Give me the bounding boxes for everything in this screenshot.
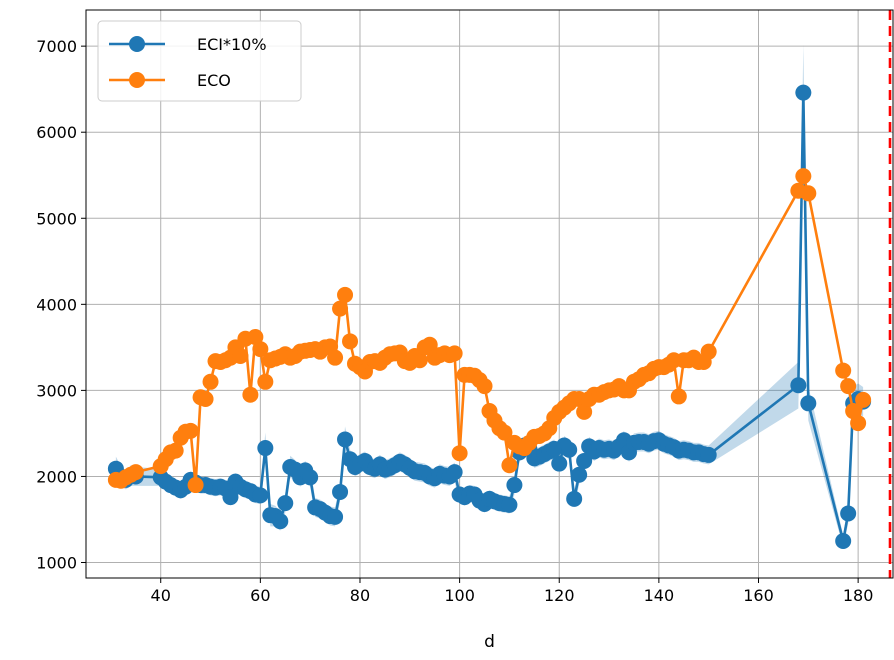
data-point (327, 508, 344, 525)
legend-label: ECO (197, 71, 231, 90)
data-point (476, 378, 493, 395)
x-tick-label: 120 (544, 586, 575, 605)
data-point (451, 445, 468, 462)
data-point (840, 505, 857, 522)
series-lines (107, 84, 872, 549)
x-axis-label: d (484, 632, 495, 652)
plot-frame (85, 9, 894, 579)
legend-swatch-marker (129, 36, 145, 52)
y-tick-label: 1000 (36, 554, 77, 573)
data-point (342, 333, 359, 350)
data-point (795, 84, 812, 101)
data-point (501, 496, 518, 513)
data-point (700, 343, 717, 360)
data-point (446, 464, 463, 481)
data-point (337, 286, 354, 303)
data-point (446, 345, 463, 362)
y-tick-label: 7000 (36, 37, 77, 56)
y-tick-label: 6000 (36, 123, 77, 142)
series-line (115, 174, 865, 487)
legend: ECI*10% ECO (97, 20, 302, 102)
data-point (700, 446, 717, 463)
data-point (252, 487, 269, 504)
data-point (182, 422, 199, 439)
data-point (576, 403, 593, 420)
data-point (855, 391, 872, 408)
data-point (840, 378, 857, 395)
data-point (411, 352, 428, 369)
data-point (421, 336, 438, 353)
x-tick-label: 100 (444, 586, 475, 605)
data-point (835, 532, 852, 549)
data-point (850, 415, 867, 432)
confidence-bands (115, 44, 864, 548)
axis-ticks: 40 60 80 100 120 140 160 180 1000 2000 3000 4000 500… (36, 37, 873, 605)
data-point (506, 477, 523, 494)
series-1 (107, 168, 872, 494)
x-tick-label: 80 (350, 586, 370, 605)
y-tick-label: 3000 (36, 381, 77, 400)
data-point (247, 329, 264, 346)
data-point (501, 457, 518, 474)
data-point (232, 347, 249, 364)
data-point (167, 442, 184, 459)
legend-item: ECI*10% (109, 35, 267, 54)
data-point (332, 300, 349, 317)
data-point (551, 455, 568, 472)
data-point (327, 349, 344, 366)
y-tick-label: 4000 (36, 295, 77, 314)
data-point (252, 341, 269, 358)
data-point (197, 390, 214, 407)
data-point (795, 168, 812, 185)
legend-item: ECO (109, 71, 231, 90)
series-0 (107, 84, 872, 549)
data-point (800, 185, 817, 202)
data-point (187, 477, 204, 494)
y-tick-label: 5000 (36, 209, 77, 228)
data-point (845, 403, 862, 420)
data-point (566, 490, 583, 507)
data-point (835, 362, 852, 379)
x-tick-label: 180 (843, 586, 874, 605)
data-point (571, 466, 588, 483)
data-point (272, 513, 289, 530)
grid (86, 10, 893, 578)
data-point (202, 373, 219, 390)
x-tick-label: 40 (151, 586, 171, 605)
x-tick-label: 140 (644, 586, 675, 605)
x-tick-label: 160 (743, 586, 774, 605)
x-tick-label: 60 (250, 586, 270, 605)
data-point (332, 483, 349, 500)
series-band-0 (115, 44, 864, 548)
data-point (800, 395, 817, 412)
data-point (337, 431, 354, 448)
data-point (277, 495, 294, 512)
legend-swatch-marker (129, 72, 145, 88)
data-point (561, 441, 578, 458)
data-point (670, 388, 687, 405)
data-point (222, 489, 239, 506)
data-point (127, 464, 144, 481)
data-point (257, 373, 274, 390)
data-point (576, 452, 593, 469)
data-point (790, 377, 807, 394)
data-point (242, 386, 259, 403)
data-point (302, 469, 319, 486)
y-tick-label: 2000 (36, 467, 77, 486)
data-point (496, 424, 513, 441)
data-point (257, 440, 274, 457)
legend-label: ECI*10% (197, 35, 267, 54)
series-line (114, 91, 864, 543)
